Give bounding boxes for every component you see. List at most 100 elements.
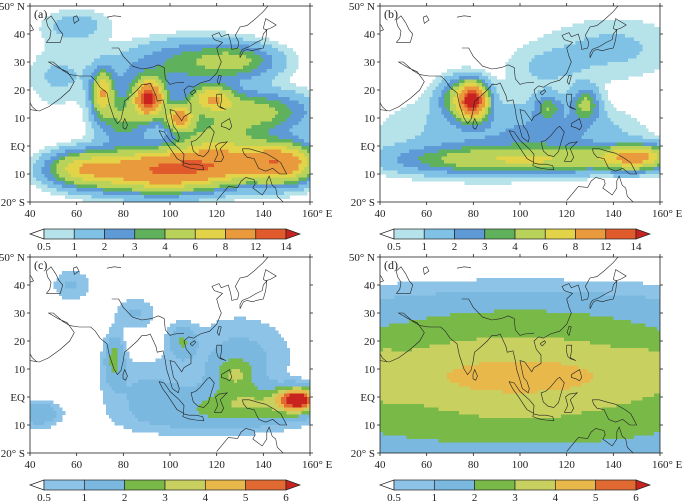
field-cell: [53, 62, 57, 66]
field-cell: [210, 177, 215, 182]
field-cell: [53, 97, 57, 101]
field-cell: [120, 44, 124, 49]
field-cell: [117, 83, 121, 87]
field-cell: [283, 86, 288, 91]
field-cell: [607, 23, 611, 28]
field-cell: [44, 156, 48, 161]
field-cell: [234, 107, 238, 112]
field-cell: [164, 55, 168, 59]
field-cell: [172, 72, 177, 77]
colorbar-swatch: [104, 228, 136, 240]
field-cell: [175, 107, 180, 112]
field-cell: [70, 16, 75, 21]
field-cell: [108, 184, 113, 189]
field-cell: [187, 191, 191, 196]
field-cell: [79, 62, 83, 66]
field-cell: [228, 65, 232, 70]
field-cell: [140, 97, 145, 101]
field-cell: [100, 167, 104, 171]
field-cell: [161, 83, 165, 87]
field-cell: [231, 198, 235, 202]
field-cell: [657, 44, 660, 49]
field-cell: [143, 132, 148, 136]
field-cell: [251, 146, 255, 150]
field-cell: [137, 86, 142, 91]
field-cell: [277, 156, 282, 161]
field-cell: [207, 51, 212, 56]
field-cell: [592, 37, 597, 42]
field-cell: [181, 90, 185, 94]
field-cell: [225, 167, 229, 171]
field-cell: [152, 149, 156, 154]
field-cell: [199, 142, 203, 147]
field-cell: [172, 48, 177, 52]
field-cell: [108, 93, 113, 98]
field-cell: [234, 65, 238, 70]
field-cell: [102, 170, 107, 175]
field-cell: [633, 30, 638, 35]
field-cell: [254, 195, 258, 199]
field-cell: [607, 30, 611, 35]
field-cell: [187, 58, 191, 63]
field-cell: [172, 121, 177, 126]
field-cell: [73, 174, 78, 178]
field-cell: [146, 111, 150, 115]
field-cell: [234, 153, 238, 157]
field-cell: [126, 79, 130, 84]
field-cell: [286, 181, 290, 185]
field-cell: [50, 146, 54, 150]
field-cell: [569, 37, 573, 42]
field-cell: [172, 86, 177, 91]
field-cell: [38, 27, 43, 31]
field-cell: [126, 153, 130, 157]
field-cell: [172, 34, 177, 38]
field-cell: [595, 20, 600, 24]
field-cell: [307, 135, 310, 140]
field-cell: [65, 16, 69, 21]
field-cell: [88, 149, 92, 154]
field-cell: [210, 163, 215, 168]
field-cell: [266, 104, 270, 108]
field-cell: [126, 90, 130, 94]
field-cell: [190, 195, 194, 199]
field-cell: [120, 195, 124, 199]
field-cell: [155, 86, 159, 91]
field-cell: [222, 51, 226, 56]
field-cell: [257, 128, 261, 133]
field-cell: [137, 181, 142, 185]
field-cell: [143, 55, 148, 59]
field-cell: [275, 114, 279, 119]
field-cell: [280, 139, 285, 143]
field-cell: [295, 118, 299, 122]
field-cell: [117, 170, 121, 175]
field-cell: [88, 44, 92, 49]
field-cell: [610, 62, 614, 66]
field-cell: [272, 146, 276, 150]
field-cell: [50, 44, 54, 49]
field-cell: [190, 69, 194, 73]
field-cell: [111, 97, 115, 101]
field-cell: [105, 177, 110, 182]
field-cell: [190, 181, 194, 185]
field-cell: [193, 79, 197, 84]
field-cell: [97, 118, 101, 122]
field-cell: [94, 177, 98, 182]
field-cell: [216, 86, 220, 91]
field-cell: [146, 37, 150, 42]
field-cell: [295, 142, 299, 147]
field-cell: [275, 181, 279, 185]
field-cell: [254, 111, 258, 115]
field-cell: [607, 65, 611, 70]
field-cell: [202, 160, 206, 164]
field-cell: [657, 48, 660, 52]
field-cell: [228, 156, 232, 161]
field-cell: [44, 69, 48, 73]
field-cell: [111, 184, 115, 189]
field-cell: [172, 107, 177, 112]
field-cell: [569, 62, 573, 66]
field-cell: [94, 153, 98, 157]
field-cell: [53, 76, 57, 80]
field-cell: [76, 156, 80, 161]
field-cell: [143, 83, 148, 87]
field-cell: [301, 149, 305, 154]
